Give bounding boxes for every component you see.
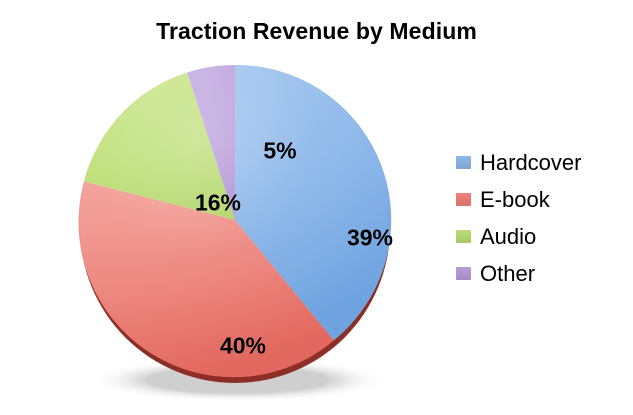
pie-label-ebook: 40% [219,332,267,359]
pie-label-other: 5% [263,137,297,164]
pie-plot-area: 5% 16% 39% 40% [60,50,420,400]
legend-label-other: Other [480,260,536,286]
chart-legend: Hardcover E-book Audio Other [456,144,631,292]
legend-label-ebook: E-book [480,186,550,212]
legend-item-hardcover[interactable]: Hardcover [456,144,631,181]
legend-item-other[interactable]: Other [456,255,631,292]
legend-swatch-icon-other [456,267,471,280]
legend-item-audio[interactable]: Audio [456,218,631,255]
pie-label-hardcover: 39% [346,224,394,251]
legend-swatch-icon-hardcover [456,156,471,169]
pie-label-audio: 16% [194,189,242,216]
pie-svg [78,64,392,400]
pie-sheen-overlay [80,65,390,375]
legend-label-audio: Audio [480,223,537,249]
legend-swatch-icon-ebook [456,193,471,206]
legend-swatch-icon-audio [456,230,471,243]
legend-label-hardcover: Hardcover [480,149,582,175]
legend-item-ebook[interactable]: E-book [456,181,631,218]
chart-title: Traction Revenue by Medium [156,18,477,44]
